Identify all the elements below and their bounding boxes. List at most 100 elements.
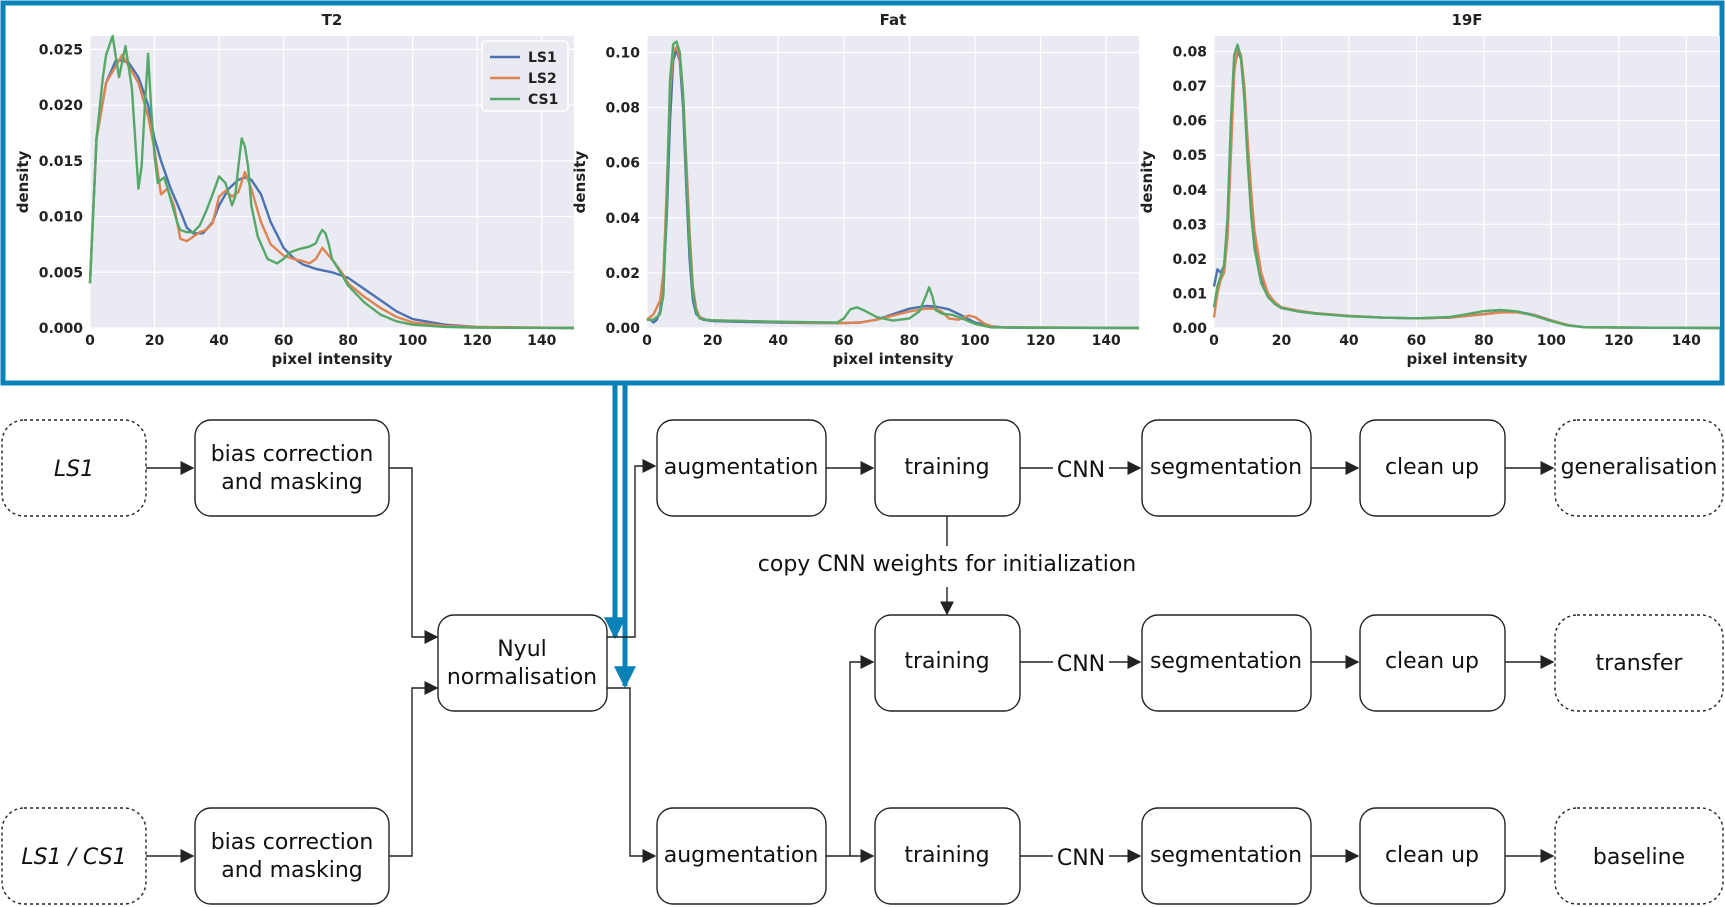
x-tick-label: 80 xyxy=(338,333,358,349)
aug-label-1: augmentation xyxy=(664,455,819,480)
bias-top-box xyxy=(194,419,390,517)
series-line-cs1 xyxy=(647,40,1140,330)
arrow-aug-to-train-2 xyxy=(849,655,875,856)
y-tick-label: 0.08 xyxy=(1172,45,1207,61)
y-tick-label: 0.06 xyxy=(1172,114,1207,130)
y-tick-label: 0.04 xyxy=(605,211,640,227)
aug-label-3: augmentation xyxy=(664,843,819,868)
series-line-cs1 xyxy=(88,34,575,330)
bias-bottom-box xyxy=(194,807,390,905)
x-tick-label: 100 xyxy=(960,333,989,349)
y-tick-label: 0.02 xyxy=(1172,252,1207,268)
x-tick-label: 40 xyxy=(1339,333,1359,349)
legend-label: LS2 xyxy=(528,71,557,87)
y-tick-label: 0.06 xyxy=(605,156,640,172)
bias-bottom-label-1: bias correction xyxy=(211,830,374,855)
bias-top-label-2: and masking xyxy=(221,470,363,495)
x-tick-label: 60 xyxy=(274,333,294,349)
arrow-nyul-to-aug-top xyxy=(607,459,657,638)
seg-label-3: segmentation xyxy=(1150,843,1302,868)
x-tick-label: 60 xyxy=(834,333,854,349)
input-ls1-label: LS1 xyxy=(54,457,94,482)
clean-box-3 xyxy=(1359,807,1506,905)
y-tick-label: 0.04 xyxy=(1172,183,1207,199)
y-tick-label: 0.00 xyxy=(605,321,640,337)
x-tick-label: 20 xyxy=(1272,333,1292,349)
train-label-2: training xyxy=(904,649,989,674)
train-box-1 xyxy=(874,419,1021,517)
y-tick-label: 0.015 xyxy=(39,154,83,170)
output-transfer-box xyxy=(1554,614,1724,712)
x-tick-label: 120 xyxy=(1604,333,1633,349)
x-tick-label: 100 xyxy=(1537,333,1566,349)
y-tick-label: 0.01 xyxy=(1172,286,1207,302)
x-tick-label: 140 xyxy=(527,333,556,349)
clean-label-2: clean up xyxy=(1385,649,1479,674)
charts-panel-frame xyxy=(0,0,1725,386)
x-axis-label: pixel intensity xyxy=(833,350,954,368)
chart-title: 19F xyxy=(1451,11,1482,29)
x-tick-label: 0 xyxy=(1209,333,1219,349)
t2-density-chart: 0 20 40 60 80 100 120 140 0.000 0.005 0.010 0.015 0.… xyxy=(14,11,575,368)
input-ls1cs1-box xyxy=(1,807,147,905)
19f-density-chart: 0 20 40 60 80 100 120 140 0.00 0.01 0.02 0.03 0.04 0.… xyxy=(1138,11,1721,368)
y-axis-label: desnity xyxy=(1138,150,1156,213)
x-tick-label: 60 xyxy=(1407,333,1427,349)
y-tick-label: 0.020 xyxy=(39,98,84,114)
copy-weights-label: copy CNN weights for initialization xyxy=(758,552,1136,577)
x-tick-label: 100 xyxy=(398,333,427,349)
x-axis-label: pixel intensity xyxy=(272,350,393,368)
nyul-label-1: Nyul xyxy=(497,637,547,662)
y-tick-label: 0.000 xyxy=(39,321,84,337)
seg-box-2 xyxy=(1141,614,1312,712)
x-tick-label: 0 xyxy=(642,333,652,349)
train-box-2 xyxy=(874,614,1021,712)
arrow-nyul-to-aug-bottom xyxy=(607,687,657,863)
cnn-label-2: CNN xyxy=(1057,652,1105,677)
y-tick-label: 0.010 xyxy=(39,210,84,226)
cnn-label-3: CNN xyxy=(1057,846,1105,871)
plot-area xyxy=(1214,36,1720,328)
seg-box-1 xyxy=(1141,419,1312,517)
seg-label-2: segmentation xyxy=(1150,649,1302,674)
x-tick-label: 40 xyxy=(768,333,788,349)
legend-box xyxy=(481,40,569,112)
cnn-label-1: CNN xyxy=(1057,458,1105,483)
aug-box-3 xyxy=(656,807,827,905)
x-axis-label: pixel intensity xyxy=(1407,350,1528,368)
output-generalisation-box xyxy=(1554,419,1724,517)
series-line-cs1 xyxy=(1212,43,1721,330)
clean-label-3: clean up xyxy=(1385,843,1479,868)
input-ls1cs1-label: LS1 / CS1 xyxy=(21,845,126,870)
clean-box-1 xyxy=(1359,419,1506,517)
y-tick-label: 0.07 xyxy=(1172,79,1207,95)
x-tick-label: 80 xyxy=(900,333,920,349)
y-axis-label: density xyxy=(14,150,32,213)
nyul-label-2: normalisation xyxy=(447,665,597,690)
output-generalisation-label: generalisation xyxy=(1561,455,1718,480)
x-tick-label: 20 xyxy=(145,333,165,349)
series-line-ls1 xyxy=(88,59,575,330)
train-box-3 xyxy=(874,807,1021,905)
clean-label-1: clean up xyxy=(1385,455,1479,480)
arrow-bias-top-to-nyul xyxy=(389,467,439,644)
bias-top-label-1: bias correction xyxy=(211,442,374,467)
x-tick-label: 40 xyxy=(209,333,229,349)
y-tick-label: 0.03 xyxy=(1172,217,1207,233)
y-tick-label: 0.05 xyxy=(1172,148,1207,164)
x-tick-label: 120 xyxy=(463,333,492,349)
x-tick-label: 140 xyxy=(1092,333,1121,349)
aug-box-1 xyxy=(656,419,827,517)
clean-box-2 xyxy=(1359,614,1506,712)
seg-box-3 xyxy=(1141,807,1312,905)
y-tick-label: 0.08 xyxy=(605,101,640,117)
fat-density-chart: 0 20 40 60 80 100 120 140 0.00 0.02 0.04 0.06 0.08 0.… xyxy=(571,11,1140,368)
y-tick-label: 0.00 xyxy=(1172,321,1207,337)
y-tick-label: 0.005 xyxy=(39,265,83,281)
y-tick-label: 0.025 xyxy=(39,42,83,58)
x-tick-label: 140 xyxy=(1672,333,1701,349)
legend-label: LS1 xyxy=(528,50,557,66)
train-label-3: training xyxy=(904,843,989,868)
arrow-bias-bottom-to-nyul xyxy=(389,681,439,857)
